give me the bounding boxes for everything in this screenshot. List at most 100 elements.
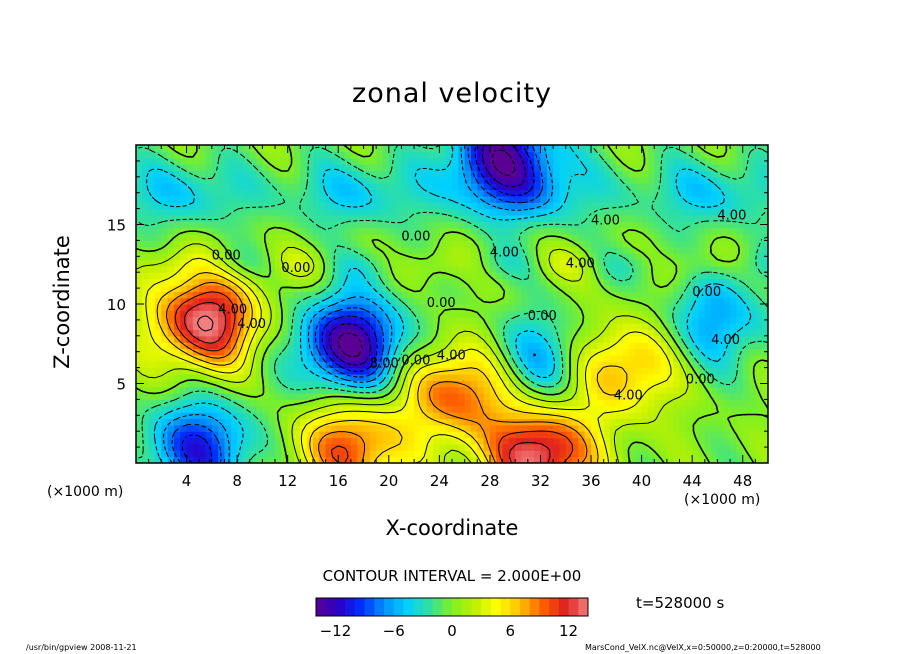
heatmap-cell bbox=[173, 240, 181, 248]
heatmap-cell bbox=[641, 145, 649, 152]
heatmap-cell bbox=[742, 297, 750, 305]
heatmap-cell bbox=[452, 157, 459, 165]
heatmap-cell bbox=[711, 234, 719, 241]
heatmap-cell bbox=[704, 227, 712, 235]
heatmap-cell bbox=[711, 202, 719, 210]
heatmap-cell bbox=[742, 195, 750, 203]
heatmap-cell bbox=[685, 214, 693, 222]
heatmap-cell bbox=[527, 176, 535, 184]
heatmap-cell bbox=[306, 214, 314, 222]
heatmap-cell bbox=[344, 278, 352, 286]
heatmap-cell bbox=[230, 259, 238, 267]
heatmap-cell bbox=[452, 151, 459, 159]
heatmap-cell bbox=[154, 310, 162, 318]
heatmap-cell bbox=[300, 304, 308, 311]
heatmap-cell bbox=[578, 145, 586, 152]
heatmap-cell bbox=[401, 151, 409, 159]
heatmap-cell bbox=[666, 195, 674, 203]
heatmap-cell bbox=[704, 399, 712, 407]
heatmap-cell bbox=[723, 221, 731, 229]
heatmap-cell bbox=[477, 418, 485, 426]
heatmap-cell bbox=[628, 183, 636, 191]
heatmap-cell bbox=[698, 291, 706, 299]
heatmap-cell bbox=[382, 183, 390, 191]
heatmap-cell bbox=[306, 297, 314, 305]
heatmap-cell bbox=[730, 183, 737, 191]
heatmap-cell bbox=[527, 214, 535, 222]
heatmap-cell bbox=[578, 164, 586, 172]
heatmap-cell bbox=[692, 234, 700, 241]
heatmap-cell bbox=[515, 297, 523, 305]
heatmap-cell bbox=[597, 335, 605, 343]
heatmap-cell bbox=[312, 202, 320, 210]
heatmap-cell bbox=[704, 234, 712, 241]
heatmap-cell bbox=[350, 164, 358, 172]
heatmap-cell bbox=[312, 443, 320, 451]
heatmap-cell bbox=[723, 450, 731, 458]
heatmap-cell bbox=[401, 304, 409, 311]
heatmap-cell bbox=[433, 214, 440, 222]
heatmap-cell bbox=[635, 208, 643, 216]
heatmap-cell bbox=[439, 399, 447, 407]
heatmap-cell bbox=[470, 342, 478, 350]
heatmap-cell bbox=[414, 284, 421, 292]
heatmap-cell bbox=[445, 342, 453, 350]
heatmap-cell bbox=[211, 246, 219, 254]
heatmap-cell bbox=[319, 304, 327, 311]
heatmap-cell bbox=[742, 412, 750, 420]
heatmap-cell bbox=[610, 278, 617, 286]
heatmap-cell bbox=[230, 176, 238, 184]
heatmap-cell bbox=[730, 151, 737, 159]
heatmap-cell bbox=[673, 399, 681, 407]
heatmap-cell bbox=[540, 297, 548, 305]
heatmap-cell bbox=[363, 151, 371, 159]
heatmap-cell bbox=[300, 348, 308, 356]
heatmap-cell bbox=[635, 418, 643, 426]
heatmap-cell bbox=[660, 227, 668, 235]
heatmap-cell bbox=[496, 367, 504, 375]
heatmap-cell bbox=[262, 354, 270, 362]
heatmap-cell bbox=[173, 164, 181, 172]
heatmap-cell bbox=[142, 208, 150, 216]
heatmap-cell bbox=[312, 157, 320, 165]
heatmap-cell bbox=[142, 412, 150, 420]
heatmap-cell bbox=[199, 310, 207, 318]
heatmap-cell bbox=[742, 202, 750, 210]
heatmap-cell bbox=[730, 304, 737, 311]
heatmap-cell bbox=[755, 214, 763, 222]
heatmap-cell bbox=[502, 208, 510, 216]
heatmap-cell bbox=[142, 278, 150, 286]
heatmap-cell bbox=[186, 418, 194, 426]
heatmap-cell bbox=[591, 431, 598, 439]
heatmap-cell bbox=[704, 195, 712, 203]
heatmap-cell bbox=[464, 348, 472, 356]
heatmap-cell bbox=[755, 450, 763, 458]
heatmap-cell bbox=[439, 170, 447, 178]
heatmap-cell bbox=[161, 373, 169, 381]
heatmap-cell bbox=[363, 297, 371, 305]
heatmap-cell bbox=[312, 437, 320, 445]
heatmap-cell bbox=[395, 151, 403, 159]
heatmap-cell bbox=[407, 418, 415, 426]
heatmap-cell bbox=[256, 399, 263, 407]
heatmap-cell bbox=[654, 195, 662, 203]
heatmap-cell bbox=[154, 367, 162, 375]
heatmap-cell bbox=[262, 221, 270, 229]
heatmap-cell bbox=[325, 342, 333, 350]
heatmap-cell bbox=[723, 443, 731, 451]
plot-area bbox=[136, 145, 768, 463]
heatmap-cell bbox=[350, 208, 358, 216]
heatmap-cell bbox=[350, 443, 358, 451]
heatmap-cell bbox=[489, 310, 497, 318]
heatmap-cell bbox=[483, 227, 491, 235]
heatmap-cell bbox=[294, 431, 301, 439]
heatmap-cell bbox=[407, 361, 415, 369]
heatmap-cell bbox=[243, 157, 251, 165]
heatmap-cell bbox=[597, 431, 605, 439]
heatmap-cell bbox=[717, 443, 725, 451]
heatmap-cell bbox=[230, 386, 238, 394]
heatmap-cell bbox=[597, 329, 605, 337]
heatmap-cell bbox=[388, 412, 396, 420]
heatmap-cell bbox=[628, 214, 636, 222]
heatmap-cell bbox=[218, 443, 226, 451]
